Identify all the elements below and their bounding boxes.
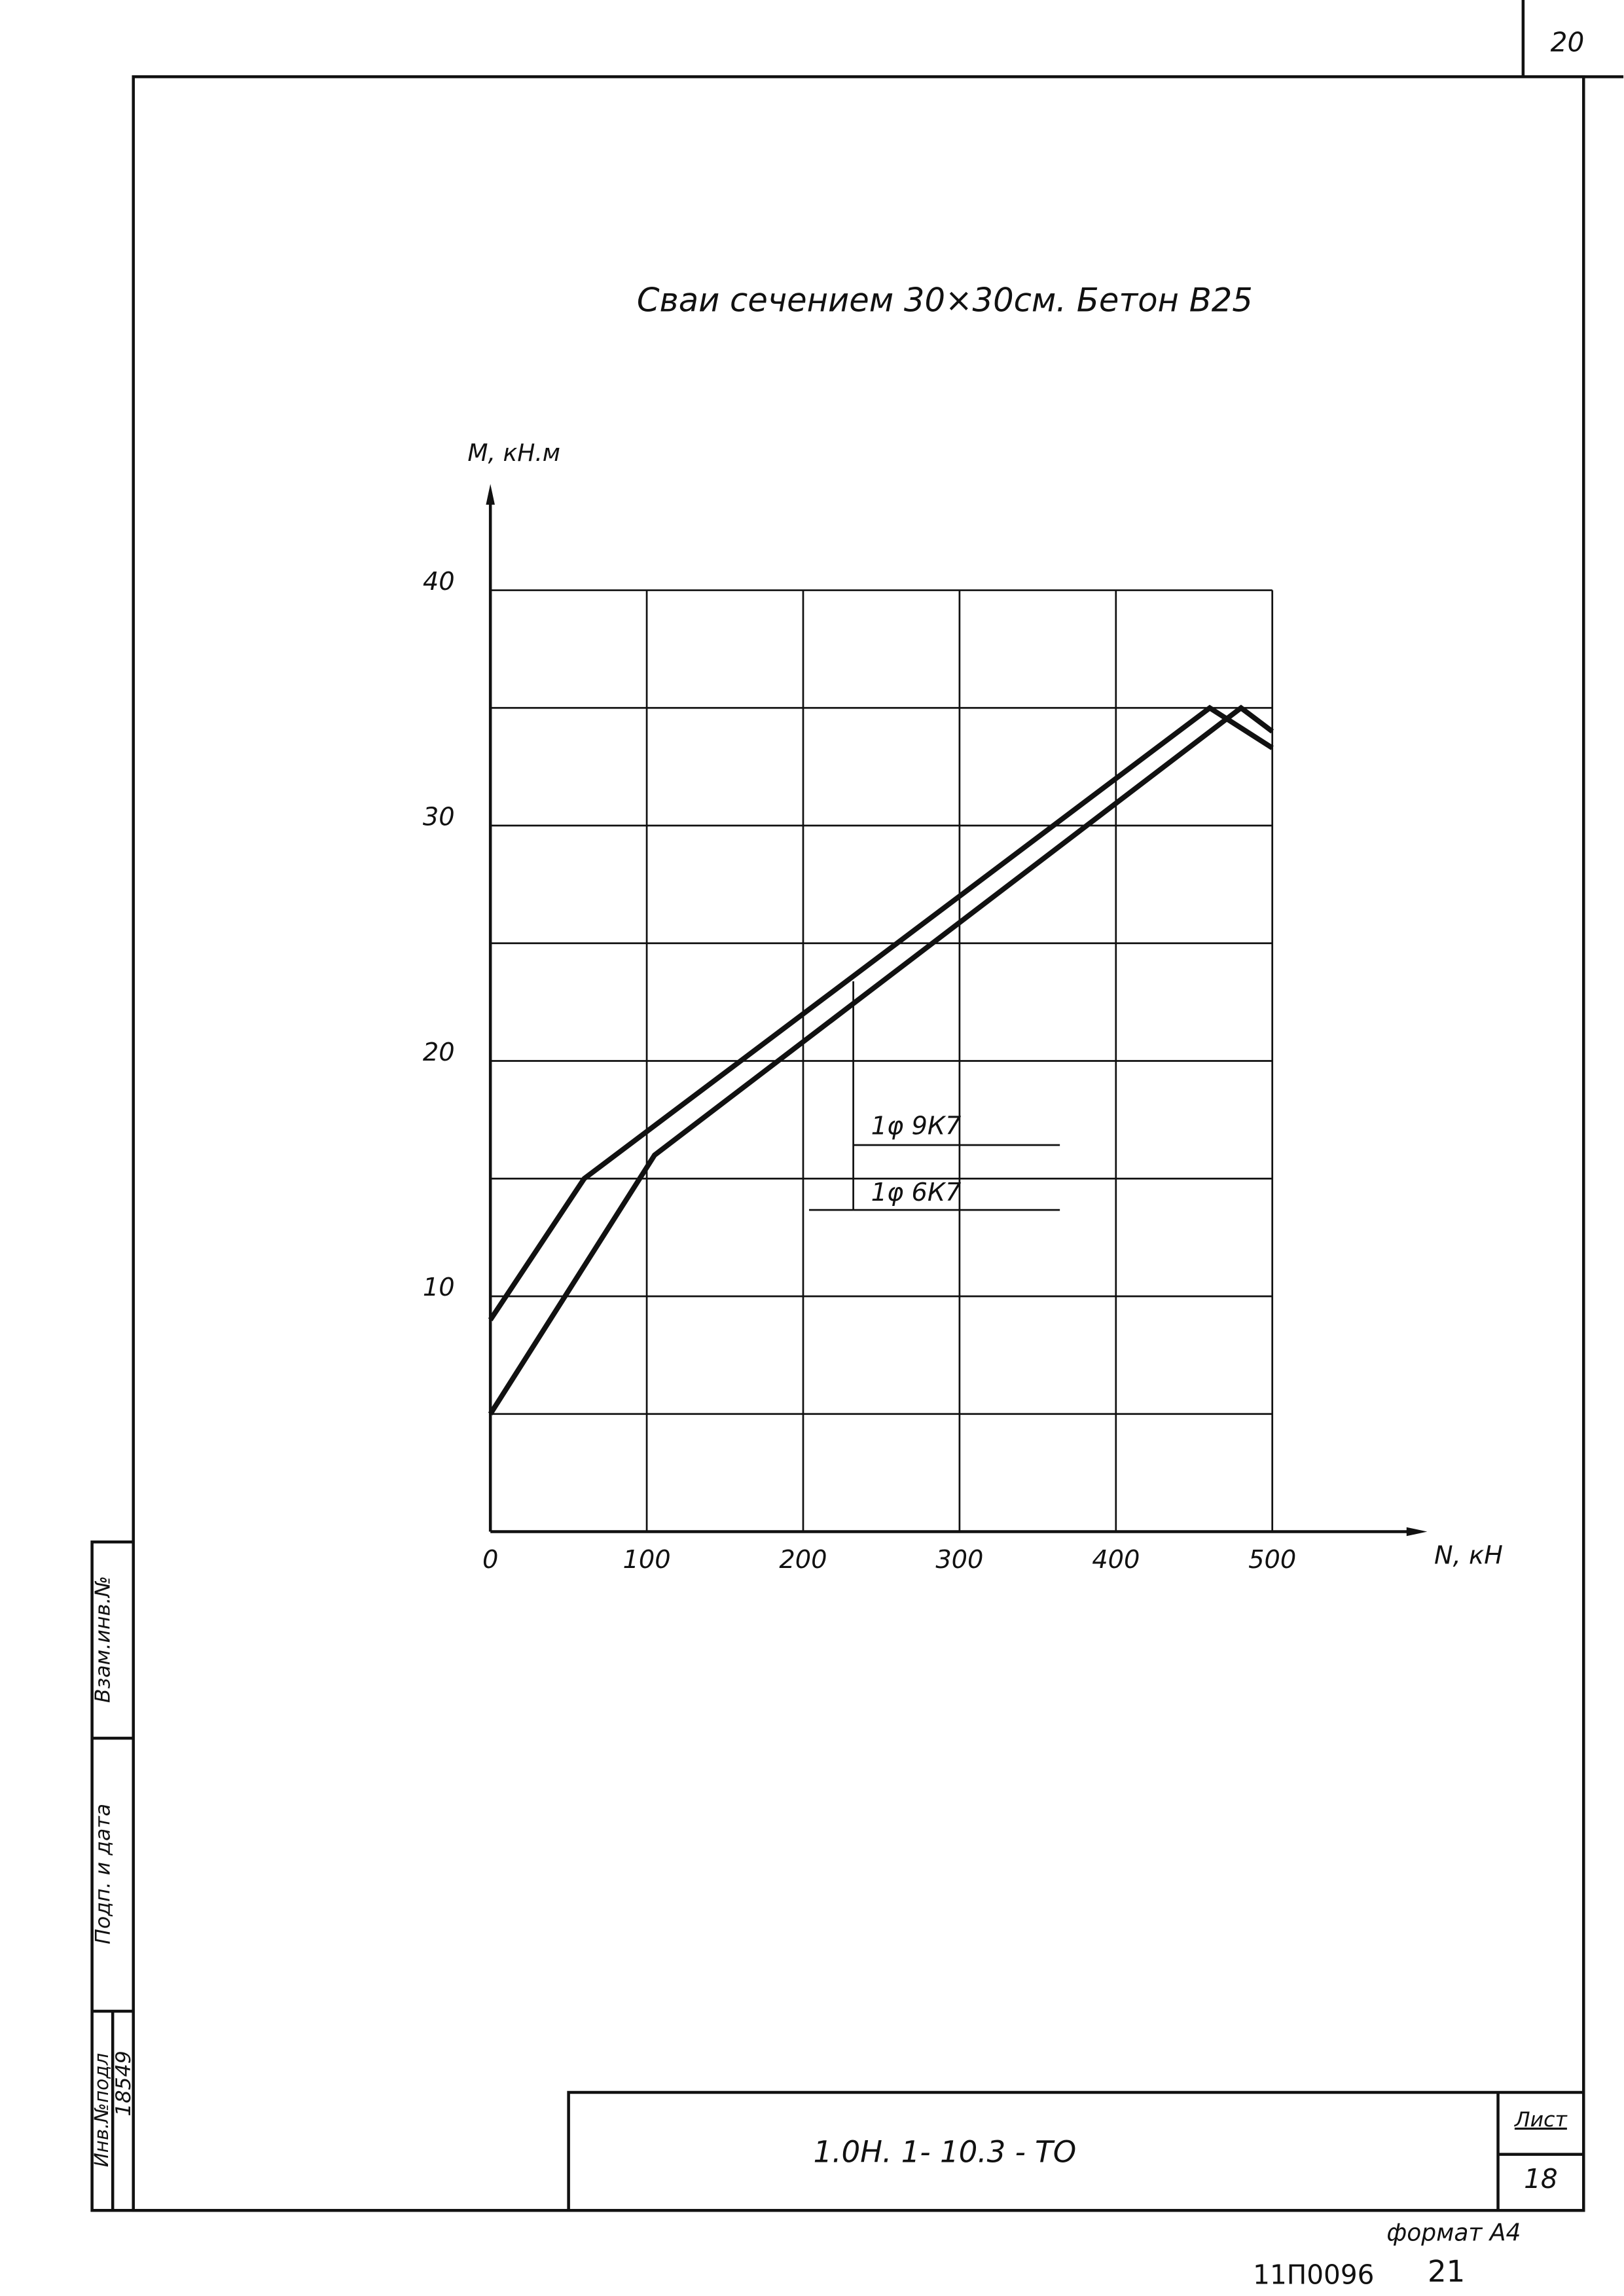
sheet-frame (132, 75, 1585, 2212)
y-axis-label: M, кН.м (467, 439, 560, 467)
sheet-number: 18 (1524, 2163, 1558, 2195)
y-tick-label: 20 (423, 1038, 455, 1067)
x-tick-label: 0 (482, 1545, 498, 1575)
designation: 1.0Н. 1- 10.3 - ТО (813, 2135, 1076, 2170)
chart-title: Сваи сечением 30×30см. Бетон В25 (637, 282, 1253, 319)
side-strip: Взам.инв.№ Подп. и дата Инв.№подл 18549 (90, 1540, 135, 2212)
sheet-label: Лист (1514, 2108, 1568, 2132)
archive-code: 11П0096 (1253, 2259, 1374, 2291)
side-replaces: Взам.инв.№ (92, 1576, 115, 1703)
x-axis-label: N, кН (1434, 1540, 1503, 1570)
series-line (488, 704, 1274, 1322)
y-tick-label: 30 (423, 802, 455, 831)
legend-leader (808, 981, 1060, 1211)
x-tick-label: 500 (1248, 1545, 1296, 1575)
side-inv-number: 18549 (112, 2050, 135, 2116)
y-tick-label: 40 (423, 567, 455, 596)
title-block-lines (567, 2090, 1584, 2211)
x-tick-label: 100 (623, 1545, 671, 1575)
legend-label: 1φ 9К7 (871, 1111, 962, 1140)
side-strip-lines (90, 1540, 134, 2212)
legend-label: 1φ 6К7 (871, 1178, 962, 1207)
x-tick-label: 200 (779, 1545, 827, 1575)
plot: 0 100 200 300 400 500 10 20 30 40 (423, 484, 1428, 1575)
page-number: 20 (1551, 27, 1585, 58)
y-axis-arrow (486, 484, 495, 505)
archive-page: 21 (1428, 2254, 1465, 2289)
x-tick-label: 300 (935, 1545, 983, 1575)
series-line (488, 704, 1274, 1415)
x-tick-label: 400 (1092, 1545, 1140, 1575)
x-axis-arrow (1406, 1527, 1428, 1537)
side-sign-date: Подп. и дата (92, 1804, 115, 1944)
title-block: 1.0Н. 1- 10.3 - ТО Лист 18 (567, 2090, 1584, 2211)
y-tick-label: 10 (423, 1273, 455, 1302)
side-inv-orig: Инв.№подл (90, 2053, 113, 2167)
format: формат А4 (1386, 2219, 1521, 2246)
